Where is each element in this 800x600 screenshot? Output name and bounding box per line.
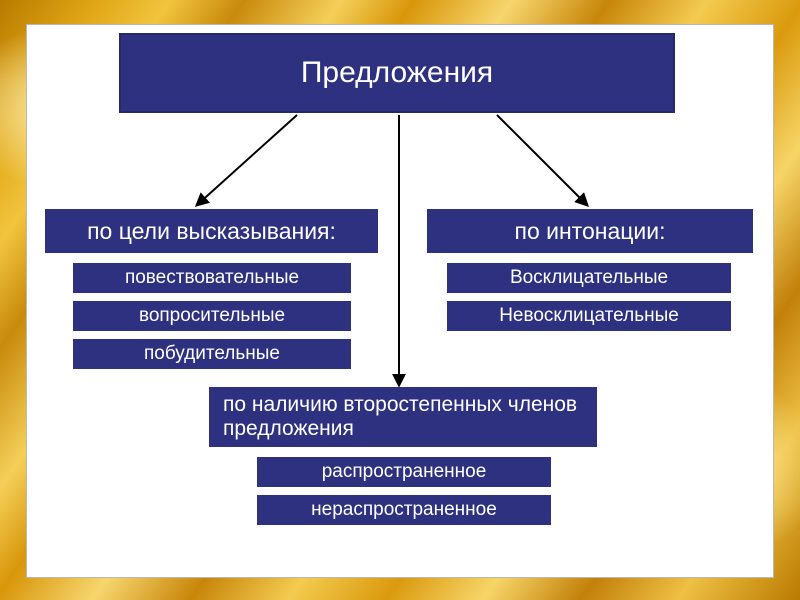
cat1-item-1: повествовательные: [73, 263, 351, 293]
category-2-box: по интонации:: [427, 209, 753, 253]
content-panel: Предложения по цели высказывания: повест…: [26, 24, 774, 578]
root-title-box: Предложения: [119, 33, 675, 113]
category-1-box: по цели высказывания:: [45, 209, 378, 253]
cat2-item-1: Восклицательные: [447, 263, 731, 293]
category-2-label: по интонации:: [514, 218, 665, 244]
cat3-item-1-text: распространенное: [322, 461, 487, 483]
cat3-item-1: распространенное: [257, 457, 551, 487]
cat3-item-2-text: нераспространенное: [311, 499, 497, 521]
cat1-item-1-text: повествовательные: [125, 267, 299, 289]
cat2-item-2-text: Невосклицательные: [499, 305, 679, 327]
category-3-box: по наличию второстепенных членов предлож…: [209, 387, 597, 447]
cat1-item-2: вопросительные: [73, 301, 351, 331]
cat2-item-1-text: Восклицательные: [510, 267, 668, 289]
cat3-item-2: нераспространенное: [257, 495, 551, 525]
root-title-text: Предложения: [301, 56, 493, 91]
category-3-label: по наличию второстепенных членов предлож…: [223, 393, 597, 441]
cat2-item-2: Невосклицательные: [447, 301, 731, 331]
category-1-label: по цели высказывания:: [87, 218, 336, 244]
arrow-to-cat1: [197, 115, 297, 205]
arrow-to-cat2: [497, 115, 587, 205]
cat1-item-3: побудительные: [73, 339, 351, 369]
cat1-item-2-text: вопросительные: [139, 305, 285, 327]
cat1-item-3-text: побудительные: [144, 343, 280, 365]
